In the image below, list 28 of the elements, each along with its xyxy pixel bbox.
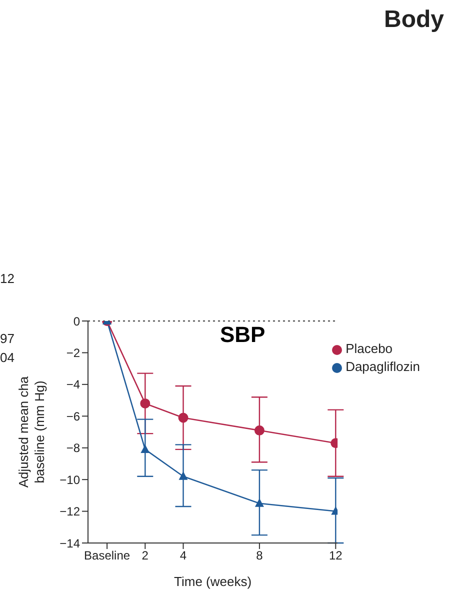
y-tick-label: −6	[66, 409, 80, 424]
point	[140, 444, 150, 453]
point	[254, 498, 264, 507]
text: 97	[0, 331, 14, 346]
x-tick-label: 2	[142, 548, 149, 563]
text: 04	[0, 350, 14, 365]
y-tick-label: −12	[60, 504, 80, 519]
x-tick-label: 12	[328, 548, 343, 563]
text: 12	[0, 271, 14, 286]
x-axis-title: Time (weeks)	[174, 574, 252, 589]
chart-title: SBP	[220, 322, 266, 348]
y-tick-label: −4	[66, 378, 80, 392]
point	[254, 425, 264, 436]
y-axis-title: Adjusted mean cha baseline (mm Hg)	[16, 376, 47, 488]
y-tick-label: −10	[60, 472, 80, 487]
point	[140, 398, 150, 408]
y-tick-label: −2	[66, 346, 80, 360]
y-tick-label: −8	[66, 441, 80, 456]
point	[178, 471, 188, 480]
point	[178, 412, 188, 423]
x-tick-label: 4	[180, 548, 187, 563]
legend-label: Placebo	[346, 341, 393, 356]
legend-label: Dapagliflozin	[346, 359, 420, 374]
y-tick-label: −14	[60, 536, 80, 550]
y-tick-label: 0	[73, 314, 80, 328]
x-tick-label: 8	[256, 548, 264, 563]
text: Body	[384, 6, 444, 34]
x-tick-label: Baseline	[84, 548, 130, 563]
